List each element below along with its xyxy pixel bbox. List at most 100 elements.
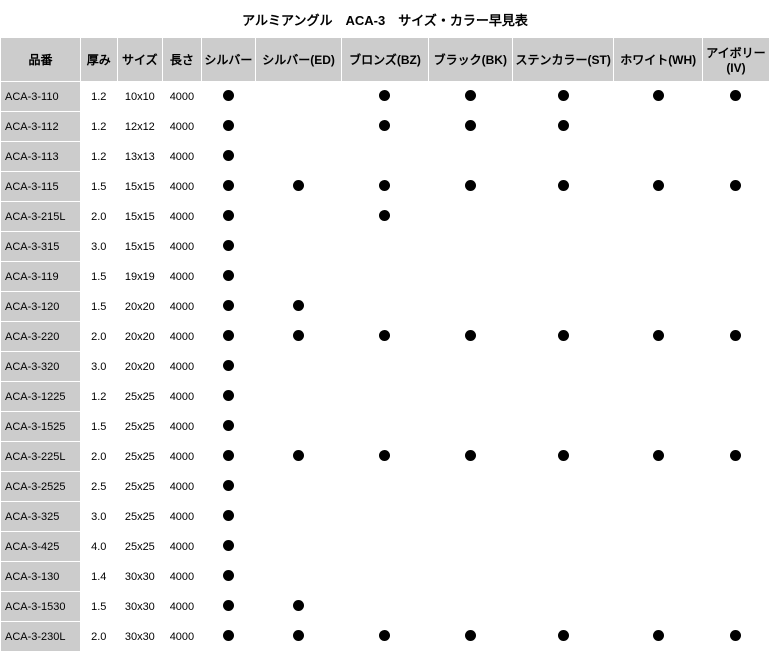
- cell-silver_ed: [255, 112, 341, 142]
- col-part-no: 品番: [1, 38, 81, 82]
- cell-length: 4000: [163, 592, 202, 622]
- cell-white: [614, 82, 703, 112]
- cell-part-no: ACA-3-225L: [1, 442, 81, 472]
- cell-stain: [512, 622, 614, 652]
- cell-stain: [512, 472, 614, 502]
- availability-dot-icon: [465, 120, 476, 131]
- cell-ivory: [702, 112, 769, 142]
- table-row: ACA-3-25252.525x254000: [1, 472, 770, 502]
- cell-black: [428, 262, 512, 292]
- cell-black: [428, 322, 512, 352]
- cell-thickness: 2.0: [80, 622, 117, 652]
- cell-stain: [512, 502, 614, 532]
- cell-length: 4000: [163, 472, 202, 502]
- cell-size: 25x25: [117, 382, 162, 412]
- availability-dot-icon: [465, 180, 476, 191]
- availability-dot-icon: [293, 330, 304, 341]
- cell-length: 4000: [163, 322, 202, 352]
- cell-thickness: 1.5: [80, 262, 117, 292]
- cell-part-no: ACA-3-2525: [1, 472, 81, 502]
- cell-part-no: ACA-3-315: [1, 232, 81, 262]
- cell-black: [428, 142, 512, 172]
- cell-silver_ed: [255, 502, 341, 532]
- cell-silver_ed: [255, 352, 341, 382]
- cell-silver_ed: [255, 592, 341, 622]
- cell-white: [614, 322, 703, 352]
- availability-dot-icon: [223, 540, 234, 551]
- cell-silver: [201, 562, 255, 592]
- cell-size: 30x30: [117, 562, 162, 592]
- availability-dot-icon: [558, 180, 569, 191]
- cell-ivory: [702, 442, 769, 472]
- table-row: ACA-3-3153.015x154000: [1, 232, 770, 262]
- cell-ivory: [702, 322, 769, 352]
- cell-white: [614, 412, 703, 442]
- cell-black: [428, 562, 512, 592]
- cell-length: 4000: [163, 382, 202, 412]
- availability-dot-icon: [653, 180, 664, 191]
- cell-size: 20x20: [117, 292, 162, 322]
- cell-white: [614, 172, 703, 202]
- cell-part-no: ACA-3-112: [1, 112, 81, 142]
- cell-silver_ed: [255, 472, 341, 502]
- cell-size: 20x20: [117, 352, 162, 382]
- cell-ivory: [702, 262, 769, 292]
- availability-dot-icon: [379, 180, 390, 191]
- cell-size: 12x12: [117, 112, 162, 142]
- availability-dot-icon: [223, 480, 234, 491]
- cell-part-no: ACA-3-1530: [1, 592, 81, 622]
- cell-bronze: [342, 262, 428, 292]
- cell-thickness: 1.5: [80, 412, 117, 442]
- cell-size: 25x25: [117, 412, 162, 442]
- cell-size: 25x25: [117, 442, 162, 472]
- cell-part-no: ACA-3-325: [1, 502, 81, 532]
- cell-silver: [201, 382, 255, 412]
- cell-stain: [512, 352, 614, 382]
- cell-length: 4000: [163, 562, 202, 592]
- cell-silver: [201, 202, 255, 232]
- availability-dot-icon: [223, 330, 234, 341]
- cell-part-no: ACA-3-215L: [1, 202, 81, 232]
- availability-dot-icon: [223, 240, 234, 251]
- table-row: ACA-3-215L2.015x154000: [1, 202, 770, 232]
- cell-black: [428, 412, 512, 442]
- cell-white: [614, 472, 703, 502]
- availability-dot-icon: [223, 510, 234, 521]
- cell-bronze: [342, 412, 428, 442]
- cell-part-no: ACA-3-425: [1, 532, 81, 562]
- table-row: ACA-3-1301.430x304000: [1, 562, 770, 592]
- table-row: ACA-3-15251.525x254000: [1, 412, 770, 442]
- cell-length: 4000: [163, 262, 202, 292]
- table-header-row: 品番 厚み サイズ 長さ シルバー シルバー(ED) ブロンズ(BZ) ブラック…: [1, 38, 770, 82]
- cell-length: 4000: [163, 352, 202, 382]
- cell-size: 15x15: [117, 232, 162, 262]
- cell-silver: [201, 232, 255, 262]
- availability-dot-icon: [223, 360, 234, 371]
- availability-dot-icon: [379, 90, 390, 101]
- col-silver-ed: シルバー(ED): [255, 38, 341, 82]
- cell-black: [428, 202, 512, 232]
- availability-dot-icon: [223, 150, 234, 161]
- cell-ivory: [702, 562, 769, 592]
- cell-length: 4000: [163, 532, 202, 562]
- availability-dot-icon: [653, 330, 664, 341]
- col-length: 長さ: [163, 38, 202, 82]
- availability-dot-icon: [223, 420, 234, 431]
- availability-dot-icon: [730, 450, 741, 461]
- cell-ivory: [702, 502, 769, 532]
- cell-silver: [201, 142, 255, 172]
- cell-size: 30x30: [117, 592, 162, 622]
- availability-dot-icon: [465, 90, 476, 101]
- cell-silver_ed: [255, 562, 341, 592]
- cell-part-no: ACA-3-220: [1, 322, 81, 352]
- cell-silver: [201, 472, 255, 502]
- cell-thickness: 2.0: [80, 322, 117, 352]
- cell-part-no: ACA-3-110: [1, 82, 81, 112]
- col-stain: ステンカラー(ST): [512, 38, 614, 82]
- availability-dot-icon: [379, 120, 390, 131]
- cell-ivory: [702, 142, 769, 172]
- cell-white: [614, 142, 703, 172]
- cell-silver_ed: [255, 322, 341, 352]
- availability-dot-icon: [379, 630, 390, 641]
- cell-bronze: [342, 622, 428, 652]
